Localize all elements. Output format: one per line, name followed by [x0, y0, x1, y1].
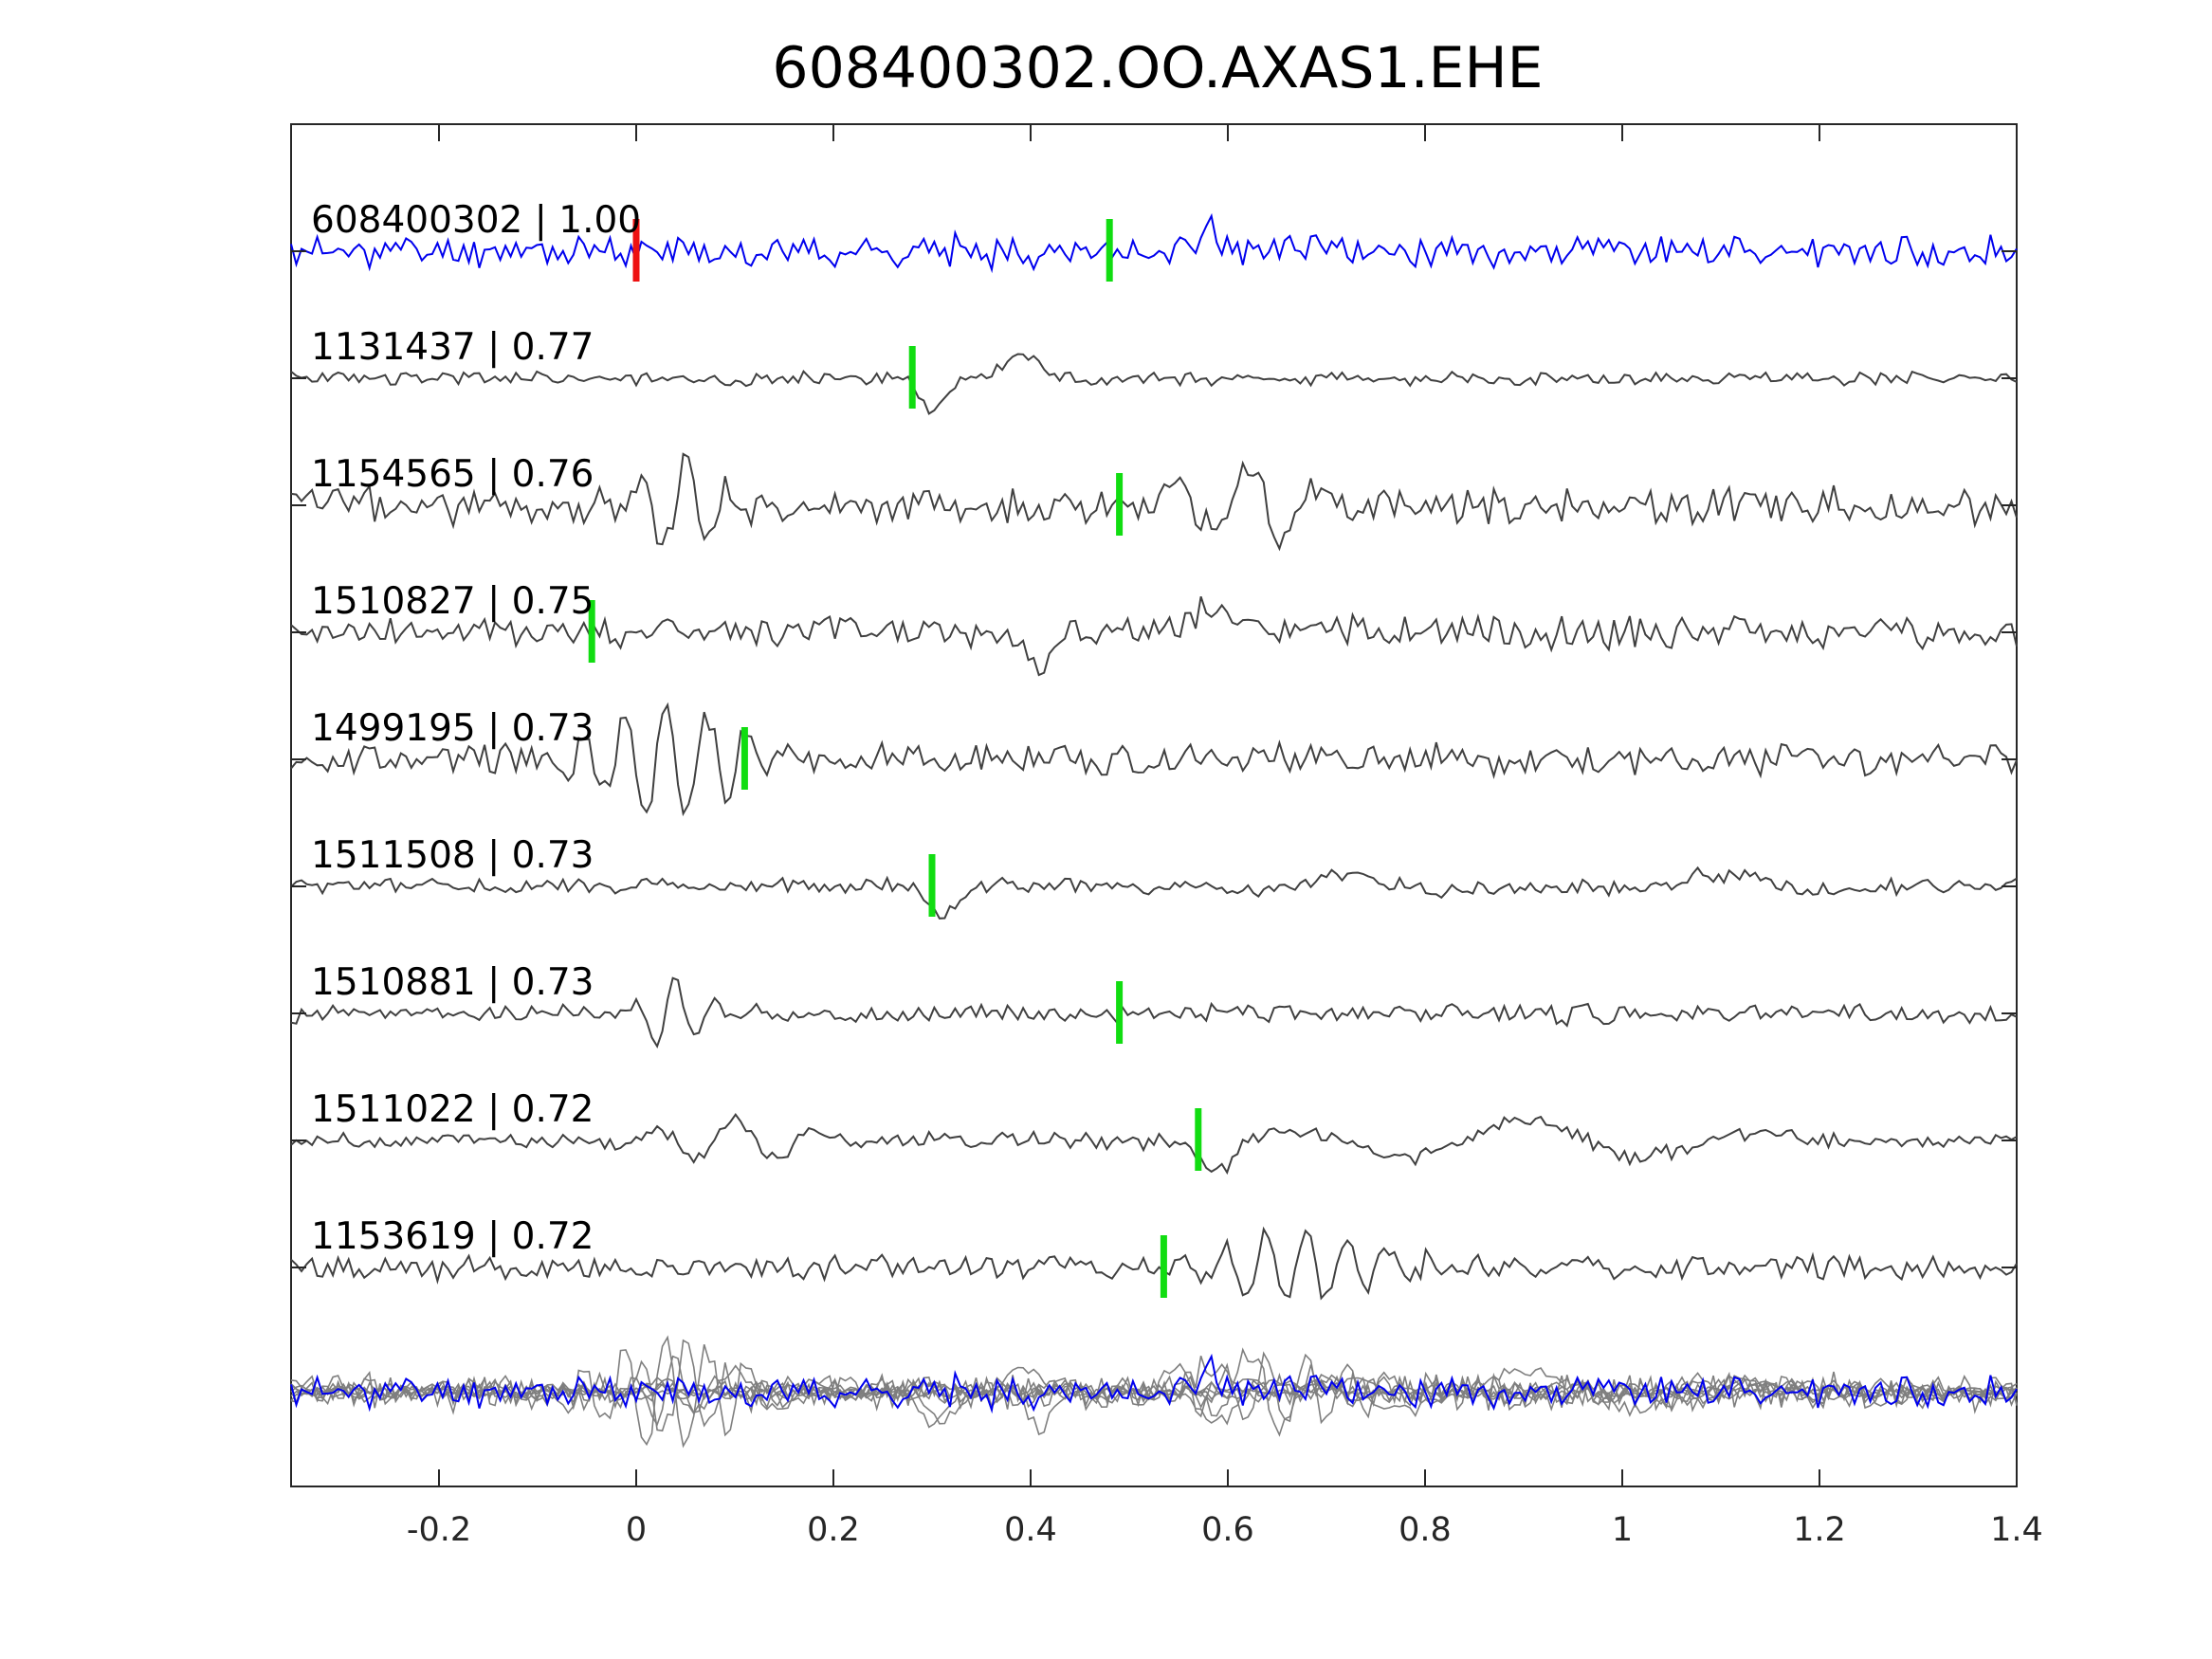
trace-label-1510881: 1510881 | 0.73: [311, 961, 594, 1004]
x-axis: -0.2 0 0.2 0.4 0.6 0.8 1 1.2 1.4: [407, 124, 2043, 1549]
trace-label-1511508: 1511508 | 0.73: [311, 834, 594, 877]
trace-label-608400302: 608400302 | 1.00: [311, 199, 641, 242]
trace-1511508: [290, 866, 2018, 920]
x-tick-label: 0.6: [1201, 1511, 1254, 1549]
trace-1511022: [290, 1112, 2018, 1176]
trace-labels: 608400302 | 1.00 1131437 | 0.77 1154565 | …: [311, 199, 641, 1258]
x-tick-label: 0.2: [807, 1511, 860, 1549]
x-tick-label: -0.2: [407, 1511, 471, 1549]
trace-608400302: [290, 212, 2018, 274]
x-tick-label: 0: [626, 1511, 647, 1549]
x-tick-label: 0.4: [1004, 1511, 1057, 1549]
trace-1510881: [290, 976, 2018, 1049]
chart-title: 608400302.OO.AXAS1.EHE: [772, 35, 1543, 101]
trace-label-1499195: 1499195 | 0.73: [311, 707, 594, 750]
trace-label-1510827: 1510827 | 0.75: [311, 580, 594, 623]
trace-1153619: [290, 1226, 2018, 1301]
x-tick-label: 0.8: [1398, 1511, 1452, 1549]
plot-frame: [290, 123, 2018, 1487]
trace-1154565: [290, 452, 2018, 552]
trace-label-1153619: 1153619 | 0.72: [311, 1215, 594, 1258]
stack-trace-reference: [290, 1353, 2018, 1414]
overlay-stack: [290, 1335, 2018, 1449]
trace-1131437: [290, 353, 2018, 415]
stack-trace-1131437: [290, 1366, 2018, 1429]
x-tick-label: 1: [1612, 1511, 1633, 1549]
x-tick-label: 1.4: [1990, 1511, 2043, 1549]
trace-label-1154565: 1154565 | 0.76: [311, 453, 594, 496]
trace-label-1131437: 1131437 | 0.77: [311, 326, 594, 369]
trace-label-1511022: 1511022 | 0.72: [311, 1088, 594, 1131]
trace-1499195: [290, 702, 2018, 817]
trace-rows: [290, 212, 2018, 1301]
x-tick-label: 1.2: [1793, 1511, 1846, 1549]
trace-1510827: [290, 595, 2018, 677]
stack-trace-1154565: [290, 1339, 2018, 1437]
